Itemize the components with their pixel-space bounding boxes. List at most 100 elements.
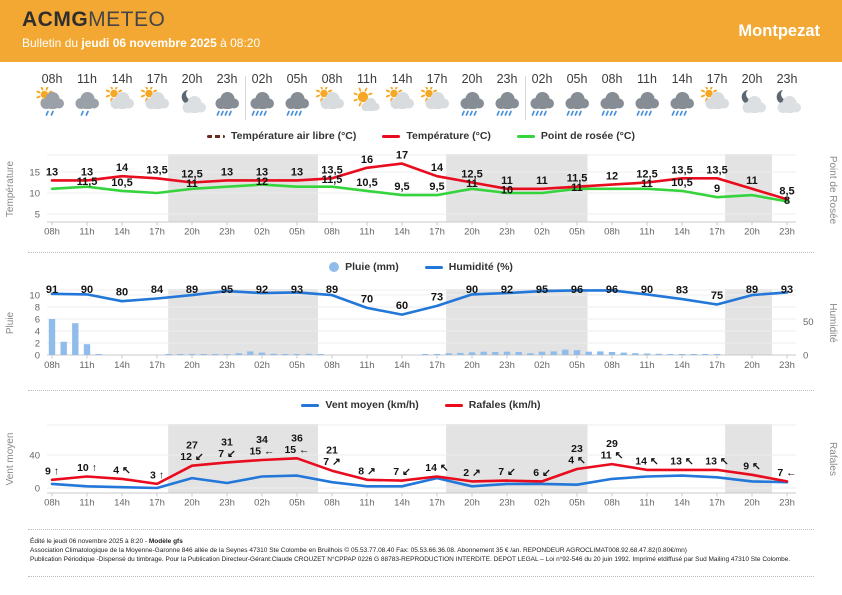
svg-text:7 ↙: 7 ↙: [498, 466, 516, 478]
svg-text:13 ↖: 13 ↖: [705, 455, 729, 467]
sun-cloud-icon: [420, 85, 449, 109]
svg-text:60: 60: [396, 300, 408, 312]
cloud-heavy-rain-icon: [250, 92, 274, 116]
legend-swatch: [207, 134, 226, 138]
svg-text:11: 11: [466, 178, 478, 190]
svg-text:10: 10: [29, 189, 40, 200]
header: ACMGMETEO Bulletin du jeudi 06 novembre …: [0, 0, 842, 62]
svg-text:17h: 17h: [149, 498, 165, 509]
svg-text:89: 89: [186, 284, 198, 296]
svg-text:9 ↖: 9 ↖: [743, 460, 761, 472]
timeline-hour: 08h: [321, 72, 343, 86]
svg-text:3 ↑: 3 ↑: [150, 469, 164, 481]
svg-text:17h: 17h: [709, 360, 725, 371]
bulletin-prefix: Bulletin du: [22, 36, 82, 50]
svg-text:15 ←: 15 ←: [249, 446, 274, 458]
svg-text:20h: 20h: [464, 360, 480, 371]
cloud-heavy-rain-icon: [215, 92, 239, 116]
svg-text:15 ←: 15 ←: [284, 444, 309, 456]
svg-text:13,5: 13,5: [146, 164, 167, 176]
svg-text:11: 11: [571, 182, 583, 194]
svg-text:96: 96: [571, 284, 583, 296]
day-separator: [245, 76, 246, 120]
legend-item: Pluie (mm): [329, 261, 399, 273]
svg-text:Vent moyen: Vent moyen: [5, 433, 16, 486]
legend-item: Température air libre (°C): [207, 130, 356, 142]
svg-text:4 ↖: 4 ↖: [113, 464, 131, 476]
timeline-hour: 02h: [531, 72, 553, 86]
timeline-hour: 11h: [637, 72, 657, 86]
svg-text:12: 12: [606, 171, 618, 183]
legend-item: Température (°C): [382, 130, 491, 142]
timeline-hour: 14h: [671, 72, 693, 86]
legend-item: Humidité (%): [424, 261, 513, 273]
svg-text:27: 27: [186, 440, 198, 452]
svg-text:89: 89: [746, 284, 758, 296]
svg-text:11h: 11h: [79, 498, 94, 509]
svg-text:20h: 20h: [744, 227, 760, 238]
svg-text:90: 90: [641, 284, 653, 296]
svg-text:11: 11: [536, 175, 548, 187]
svg-text:02h: 02h: [254, 227, 270, 238]
svg-text:8 ↗: 8 ↗: [358, 465, 376, 477]
svg-text:14 ↖: 14 ↖: [425, 462, 449, 474]
svg-text:23h: 23h: [779, 227, 795, 238]
timeline-slot: 23h: [489, 72, 525, 122]
svg-text:16: 16: [361, 154, 373, 166]
svg-text:05h: 05h: [569, 227, 585, 238]
timeline-slot: 08h: [594, 72, 630, 122]
svg-text:12,5: 12,5: [636, 169, 657, 181]
brand-meteo: METEO: [88, 8, 166, 31]
svg-text:02h: 02h: [534, 227, 550, 238]
svg-text:75: 75: [711, 290, 723, 302]
svg-text:93: 93: [781, 284, 793, 296]
svg-text:11: 11: [641, 178, 653, 190]
wind-legend: Vent moyen (km/h) Rafales (km/h): [0, 399, 842, 411]
divider: [28, 252, 814, 253]
svg-text:17h: 17h: [709, 498, 725, 509]
bulletin-date: jeudi 06 novembre 2025: [81, 36, 217, 50]
svg-text:9,5: 9,5: [394, 181, 409, 193]
legend-swatch: [424, 265, 443, 269]
svg-text:80: 80: [116, 287, 128, 299]
svg-text:14: 14: [431, 162, 444, 174]
cloud-heavy-rain-icon: [495, 92, 519, 116]
svg-text:10 ↑: 10 ↑: [77, 462, 97, 474]
legend-swatch: [382, 134, 401, 138]
sun-cloud-icon: [385, 85, 414, 109]
svg-text:11 ↖: 11 ↖: [601, 450, 624, 462]
divider: [28, 529, 814, 530]
svg-text:12,5: 12,5: [181, 169, 202, 181]
svg-text:6 ↙: 6 ↙: [533, 467, 551, 479]
svg-text:02h: 02h: [254, 360, 270, 371]
svg-text:08h: 08h: [324, 360, 340, 371]
timeline-hour: 17h: [426, 72, 448, 86]
timeline-hour: 08h: [601, 72, 623, 86]
legend-item: Rafales (km/h): [444, 399, 541, 411]
legend-swatch: [301, 403, 320, 407]
svg-text:20h: 20h: [464, 498, 480, 509]
svg-text:02h: 02h: [534, 498, 550, 509]
svg-text:11,5: 11,5: [77, 176, 98, 188]
timeline-hour: 23h: [496, 72, 518, 86]
timeline-slot: 05h: [279, 72, 315, 122]
svg-text:29: 29: [606, 438, 618, 450]
svg-text:14h: 14h: [674, 498, 690, 509]
svg-text:95: 95: [221, 284, 233, 296]
timeline-slot: 14h: [664, 72, 700, 122]
svg-text:8: 8: [35, 303, 40, 314]
svg-text:14h: 14h: [394, 498, 410, 509]
legend-label: Vent moyen (km/h): [325, 399, 419, 411]
svg-text:10: 10: [501, 184, 513, 196]
svg-text:11: 11: [501, 175, 513, 187]
divider: [28, 390, 814, 391]
svg-text:20h: 20h: [184, 498, 200, 509]
timeline-slot: 02h: [244, 72, 280, 122]
svg-text:05h: 05h: [569, 360, 585, 371]
svg-text:13 ↖: 13 ↖: [670, 455, 694, 467]
svg-text:7 ←: 7 ←: [777, 467, 796, 479]
svg-text:7 ↙: 7 ↙: [393, 466, 411, 478]
svg-text:20h: 20h: [744, 360, 760, 371]
svg-text:11h: 11h: [359, 498, 374, 509]
svg-text:7 ↗: 7 ↗: [323, 456, 341, 468]
